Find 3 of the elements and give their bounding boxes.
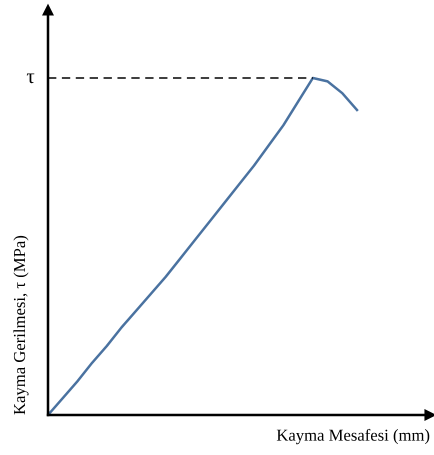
ref-line-label: τ [26,73,34,84]
x-axis-title: Kayma Mesafesi (mm) [276,428,430,444]
y-axis-title: Kayma Gerilmesi, τ (MPa) [13,236,29,415]
